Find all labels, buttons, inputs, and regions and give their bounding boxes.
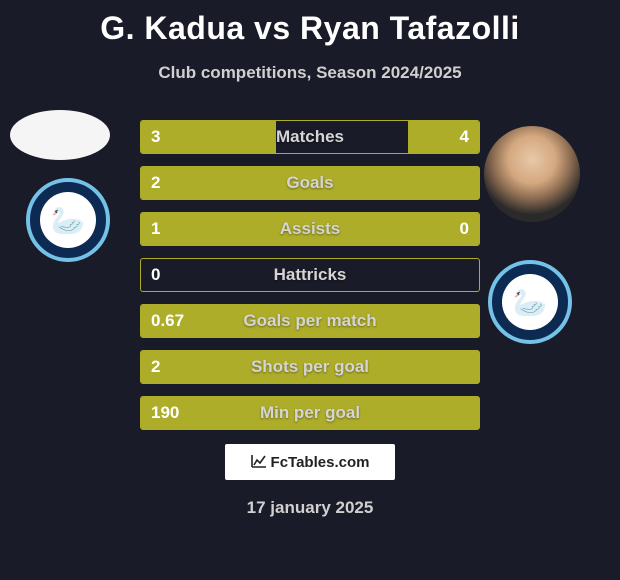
bar-value-left: 0 — [151, 265, 160, 285]
bar-value-left: 2 — [151, 357, 160, 377]
brand-text: FcTables.com — [271, 454, 370, 471]
bar-label: Assists — [280, 219, 340, 239]
bar-row: 0.67 Goals per match — [140, 304, 480, 338]
bar-left-fill — [141, 121, 276, 153]
bar-left-fill — [141, 213, 405, 245]
chart-icon — [251, 454, 267, 471]
bar-value-left: 1 — [151, 219, 160, 239]
comparison-bars: 3 4 Matches 2 Goals 1 0 Assists 0 Hattricks 0.67 Go… — [140, 120, 480, 442]
bar-label: Goals per match — [243, 311, 376, 331]
bar-value-left: 190 — [151, 403, 179, 423]
bar-label: Min per goal — [260, 403, 360, 423]
bar-row: 2 Shots per goal — [140, 350, 480, 384]
bar-label: Hattricks — [274, 265, 347, 285]
page-subtitle: Club competitions, Season 2024/2025 — [0, 63, 620, 83]
bar-label: Shots per goal — [251, 357, 369, 377]
footer-date: 17 january 2025 — [247, 498, 374, 518]
bar-row: 1 0 Assists — [140, 212, 480, 246]
bar-row: 190 Min per goal — [140, 396, 480, 430]
player-right-avatar — [484, 126, 580, 222]
bar-label: Matches — [276, 127, 344, 147]
bar-row: 2 Goals — [140, 166, 480, 200]
bar-value-right: 0 — [460, 219, 469, 239]
player-left-avatar — [10, 110, 110, 160]
brand-logo: FcTables.com — [225, 444, 395, 480]
club-badge-left: 🦢 — [26, 178, 110, 262]
swan-icon: 🦢 — [513, 286, 548, 319]
bar-value-right: 4 — [460, 127, 469, 147]
bar-row: 3 4 Matches — [140, 120, 480, 154]
bar-row: 0 Hattricks — [140, 258, 480, 292]
bar-value-left: 0.67 — [151, 311, 184, 331]
bar-value-left: 2 — [151, 173, 160, 193]
bar-value-left: 3 — [151, 127, 160, 147]
page-title: G. Kadua vs Ryan Tafazolli — [0, 0, 620, 47]
swan-icon: 🦢 — [51, 204, 86, 237]
bar-label: Goals — [286, 173, 333, 193]
club-badge-right: 🦢 — [488, 260, 572, 344]
